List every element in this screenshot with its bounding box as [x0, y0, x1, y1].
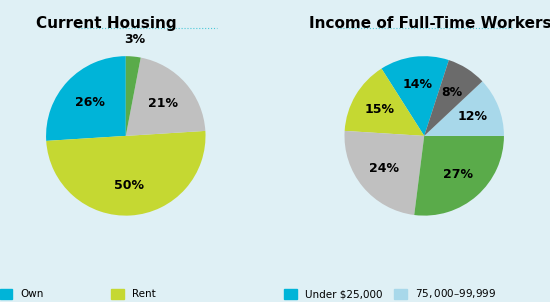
Wedge shape	[126, 56, 141, 136]
Text: 21%: 21%	[148, 97, 178, 110]
Text: 26%: 26%	[75, 95, 104, 108]
Wedge shape	[46, 56, 126, 141]
Wedge shape	[126, 58, 205, 136]
Wedge shape	[424, 81, 504, 136]
Wedge shape	[382, 56, 449, 136]
Text: Income of Full-Time Workers: Income of Full-Time Workers	[309, 16, 550, 31]
Text: 50%: 50%	[114, 179, 144, 192]
Text: 27%: 27%	[443, 168, 474, 181]
Wedge shape	[344, 131, 424, 215]
Text: 15%: 15%	[365, 103, 394, 116]
Wedge shape	[46, 131, 206, 216]
Text: 3%: 3%	[124, 33, 146, 46]
Text: 14%: 14%	[403, 78, 433, 91]
Text: 12%: 12%	[458, 110, 487, 123]
Legend: Under $25,000, $50,000–$74,999, $25,000–$34,999, $75,000–$99,999, $35,000–$49,99: Under $25,000, $50,000–$74,999, $25,000–…	[280, 283, 500, 302]
Text: Current Housing: Current Housing	[36, 16, 177, 31]
Wedge shape	[424, 60, 482, 136]
Legend: Own, Live with family, Rent, Student/military housing: Own, Live with family, Rent, Student/mil…	[0, 285, 266, 302]
Text: 8%: 8%	[442, 86, 463, 99]
Text: 24%: 24%	[369, 162, 399, 175]
Wedge shape	[414, 136, 504, 216]
Wedge shape	[345, 69, 424, 136]
